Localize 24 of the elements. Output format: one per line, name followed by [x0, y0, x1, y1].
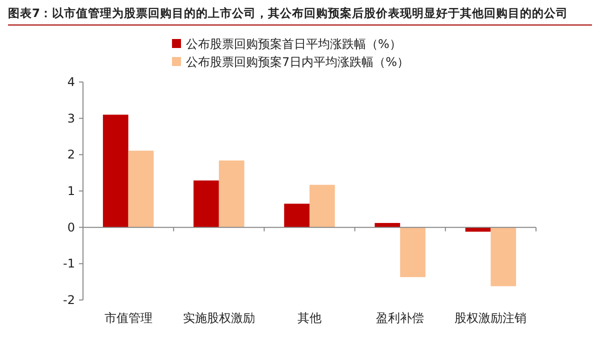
- bar: [400, 227, 426, 278]
- y-tick-label: 3: [67, 111, 75, 126]
- chart-title: 图表7：以市值管理为股票回购目的的上市公司，其公布回购预案后股价表现明显好于其他回购目的的公司: [8, 6, 568, 20]
- y-tick-label: 2: [67, 148, 75, 162]
- y-tick-label: 1: [67, 184, 75, 198]
- bar: [194, 180, 219, 228]
- bar: [490, 227, 516, 286]
- legend-label: 公布股票回购预案首日平均涨跌幅（%）: [186, 37, 402, 51]
- y-tick-label: 4: [67, 75, 75, 89]
- x-tick-label: 盈利补偿: [376, 311, 424, 325]
- bar: [310, 184, 335, 228]
- x-tick-label: 实施股权激励: [182, 311, 255, 325]
- y-tick-label: -1: [63, 256, 75, 271]
- y-tick-label: -2: [63, 293, 75, 307]
- x-tick-label: 市值管理: [104, 311, 152, 325]
- bar: [102, 114, 128, 228]
- y-tick-label: 0: [67, 220, 75, 234]
- x-tick-label: 股权激励注销: [454, 311, 527, 325]
- bar: [284, 204, 310, 228]
- legend-label: 公布股票回购预案7日内平均涨跌幅（%）: [186, 55, 410, 69]
- bar: [218, 160, 244, 228]
- bar: [128, 150, 154, 228]
- x-tick-label: 其他: [298, 311, 322, 325]
- bar: [374, 222, 400, 228]
